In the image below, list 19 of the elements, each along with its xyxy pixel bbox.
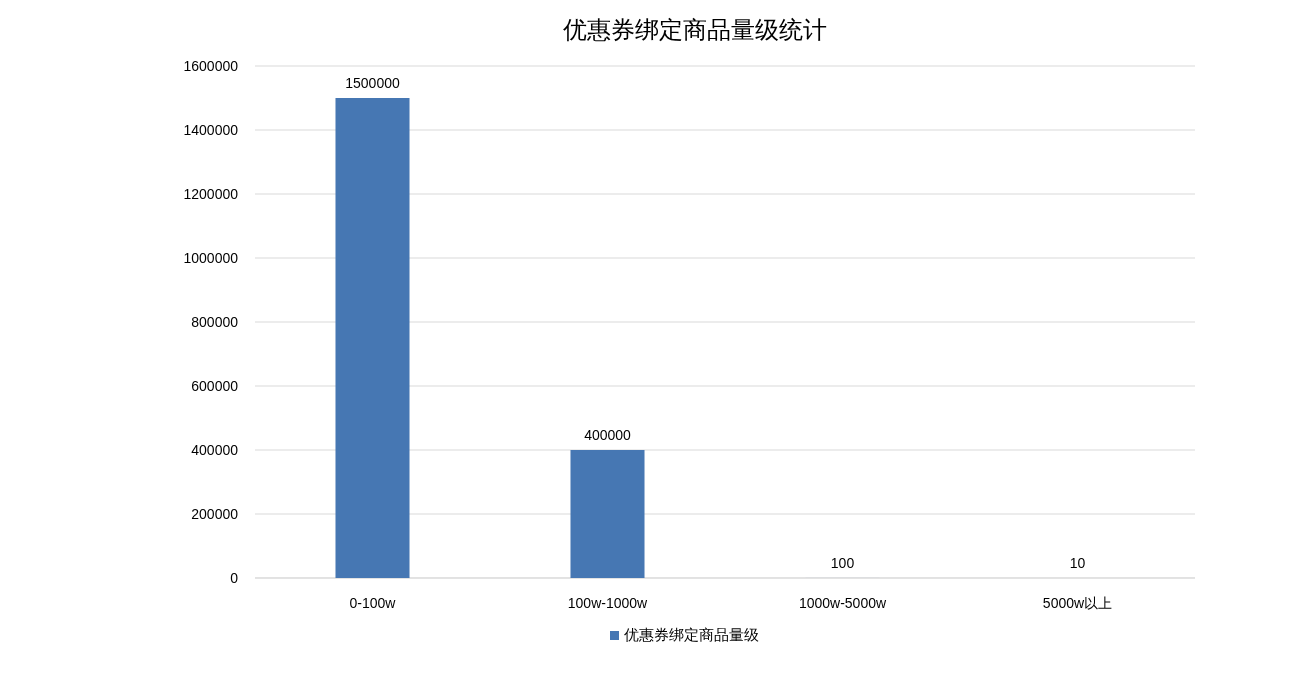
data-label: 400000 xyxy=(584,427,632,443)
y-tick-label: 1200000 xyxy=(183,186,239,202)
legend-label: 优惠券绑定商品量级 xyxy=(624,626,759,643)
x-tick-label: 0-100w xyxy=(349,595,397,611)
y-tick-label: 800000 xyxy=(191,314,239,330)
x-tick-label: 5000w以上 xyxy=(1042,595,1113,611)
y-tick-label: 600000 xyxy=(191,378,239,394)
x-tick-label: 100w-1000w xyxy=(567,595,649,611)
y-tick-label: 400000 xyxy=(191,442,239,458)
chart-title: 优惠券绑定商品量级统计 xyxy=(563,16,827,43)
x-tick-label: 1000w-5000w xyxy=(798,595,887,611)
data-label: 1500000 xyxy=(345,75,400,91)
y-tick-label: 0 xyxy=(230,570,239,586)
y-tick-label: 200000 xyxy=(191,506,239,522)
data-label: 10 xyxy=(1069,555,1086,571)
y-tick-label: 1400000 xyxy=(183,122,239,138)
data-label: 100 xyxy=(830,554,855,571)
y-tick-label: 1600000 xyxy=(183,58,239,74)
y-tick-label: 1000000 xyxy=(183,250,239,266)
